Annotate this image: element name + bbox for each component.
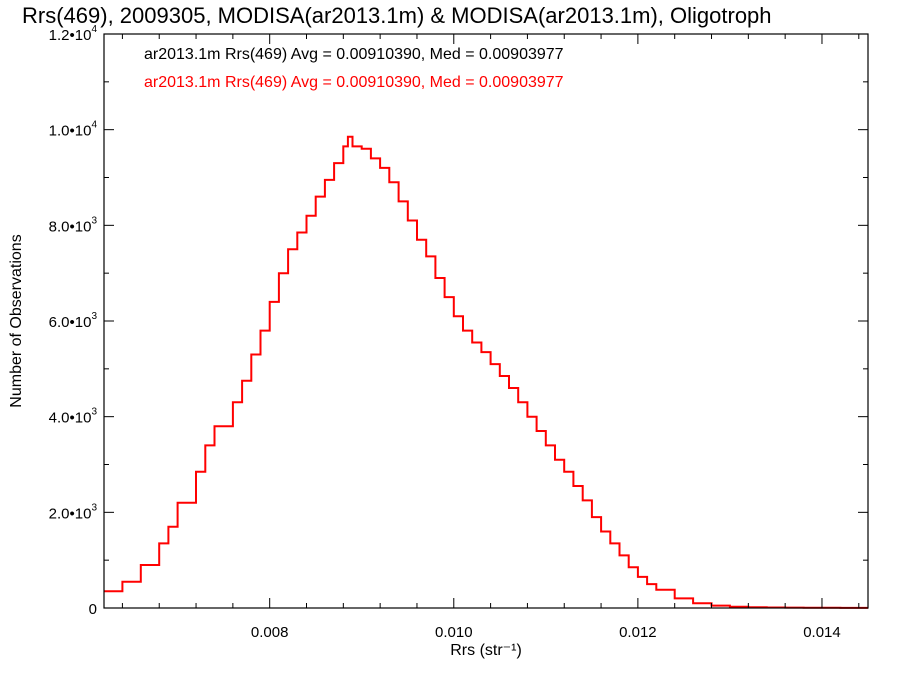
x-tick-label: 0.010	[435, 624, 473, 641]
y-tick-label: 1.2•104	[49, 24, 98, 44]
y-tick-label: 8.0•103	[49, 215, 98, 235]
series-layer	[104, 135, 868, 609]
y-tick-label: 2.0•103	[49, 502, 98, 522]
x-tick-label: 0.008	[251, 624, 289, 641]
plot-frame	[103, 33, 869, 609]
y-tick-label: 4.0•103	[49, 407, 98, 427]
legend-entry: ar2013.1m Rrs(469) Avg = 0.00910390, Med…	[144, 74, 564, 91]
series-line	[104, 135, 868, 609]
y-tick-label: 0	[89, 601, 97, 618]
x-axis-label: Rrs (str⁻¹)	[450, 642, 522, 659]
y-tick-label: 6.0•103	[49, 311, 98, 331]
x-axis: 0.008 0.010 0.012 0.014	[121, 34, 860, 641]
y-axis-label: Number of Observations	[8, 234, 25, 407]
x-tick-label: 0.012	[619, 624, 657, 641]
x-tick-label: 0.014	[803, 624, 841, 641]
y-tick-label: 1.0•104	[49, 120, 98, 140]
y-axis: 0 2.0•103 4.0•103 6.0•103 8.0•103 1.0•104 1.2•…	[49, 24, 868, 618]
legend: ar2013.1m Rrs(469) Avg = 0.00910390, Med…	[144, 46, 564, 91]
chart-title: Rrs(469), 2009305, MODISA(ar2013.1m) & M…	[22, 3, 772, 28]
legend-entry: ar2013.1m Rrs(469) Avg = 0.00910390, Med…	[144, 46, 564, 63]
